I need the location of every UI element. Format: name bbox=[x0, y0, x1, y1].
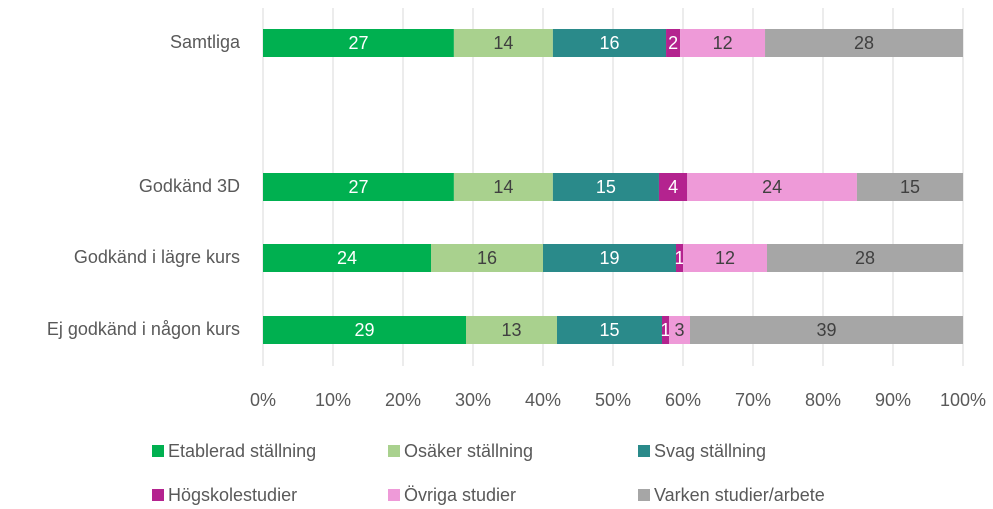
bar-segment bbox=[557, 316, 662, 344]
bar-segment bbox=[263, 29, 454, 57]
category-label: Godkänd 3D bbox=[139, 176, 240, 196]
data-label: 13 bbox=[501, 320, 521, 340]
legend-label: Osäker ställning bbox=[404, 441, 533, 461]
data-label: 1 bbox=[674, 248, 684, 268]
legend-swatch bbox=[152, 489, 164, 501]
legend-label: Varken studier/arbete bbox=[654, 485, 825, 505]
x-tick-label: 60% bbox=[665, 390, 701, 410]
bar-segment bbox=[263, 173, 454, 201]
legend-label: Övriga studier bbox=[404, 485, 516, 505]
category-label: Ej godkänd i någon kurs bbox=[47, 319, 240, 339]
x-tick-label: 70% bbox=[735, 390, 771, 410]
x-tick-label: 0% bbox=[250, 390, 276, 410]
x-tick-label: 20% bbox=[385, 390, 421, 410]
x-tick-label: 30% bbox=[455, 390, 491, 410]
data-label: 1 bbox=[660, 320, 670, 340]
bar-segment bbox=[263, 316, 466, 344]
data-label: 28 bbox=[854, 33, 874, 53]
data-label: 15 bbox=[599, 320, 619, 340]
x-tick-label: 50% bbox=[595, 390, 631, 410]
bar-segment bbox=[680, 29, 766, 57]
data-label: 3 bbox=[674, 320, 684, 340]
legend-label: Högskolestudier bbox=[168, 485, 297, 505]
bar-segment bbox=[552, 29, 667, 57]
bar-segment bbox=[263, 244, 431, 272]
data-label: 24 bbox=[762, 177, 782, 197]
bar-segment bbox=[767, 244, 963, 272]
data-label: 27 bbox=[348, 177, 368, 197]
category-label: Godkänd i lägre kurs bbox=[74, 247, 240, 267]
category-label: Samtliga bbox=[170, 32, 241, 52]
x-tick-label: 80% bbox=[805, 390, 841, 410]
bar-segment bbox=[453, 173, 553, 201]
legend-swatch bbox=[638, 445, 650, 457]
data-label: 2 bbox=[668, 33, 678, 53]
bar-segment bbox=[453, 29, 553, 57]
data-label: 14 bbox=[493, 177, 513, 197]
bar-segment bbox=[765, 29, 963, 57]
bar-segment bbox=[683, 244, 767, 272]
data-label: 16 bbox=[477, 248, 497, 268]
bar-segment bbox=[856, 173, 963, 201]
bar-segment bbox=[690, 316, 963, 344]
data-label: 28 bbox=[855, 248, 875, 268]
bar-segment bbox=[662, 316, 669, 344]
data-label: 27 bbox=[348, 33, 368, 53]
bar-segment bbox=[431, 244, 543, 272]
x-tick-label: 90% bbox=[875, 390, 911, 410]
x-tick-label: 100% bbox=[940, 390, 986, 410]
data-label: 15 bbox=[900, 177, 920, 197]
bar-segment bbox=[552, 173, 659, 201]
legend-swatch bbox=[388, 445, 400, 457]
bar-segment bbox=[658, 173, 688, 201]
bar-segment bbox=[687, 173, 857, 201]
data-label: 39 bbox=[816, 320, 836, 340]
x-tick-label: 40% bbox=[525, 390, 561, 410]
bar-segment bbox=[466, 316, 557, 344]
legend-swatch bbox=[638, 489, 650, 501]
legend-swatch bbox=[388, 489, 400, 501]
data-label: 19 bbox=[599, 248, 619, 268]
data-label: 29 bbox=[354, 320, 374, 340]
data-label: 16 bbox=[599, 33, 619, 53]
bar-segment bbox=[669, 316, 690, 344]
bar-segment bbox=[666, 29, 681, 57]
data-label: 4 bbox=[668, 177, 678, 197]
data-label: 14 bbox=[493, 33, 513, 53]
data-label: 12 bbox=[715, 248, 735, 268]
legend-label: Etablerad ställning bbox=[168, 441, 316, 461]
legend-swatch bbox=[152, 445, 164, 457]
legend-label: Svag ställning bbox=[654, 441, 766, 461]
data-label: 12 bbox=[713, 33, 733, 53]
bar-segment bbox=[676, 244, 683, 272]
data-label: 24 bbox=[337, 248, 357, 268]
data-label: 15 bbox=[596, 177, 616, 197]
bar-segment bbox=[543, 244, 676, 272]
x-tick-label: 10% bbox=[315, 390, 351, 410]
